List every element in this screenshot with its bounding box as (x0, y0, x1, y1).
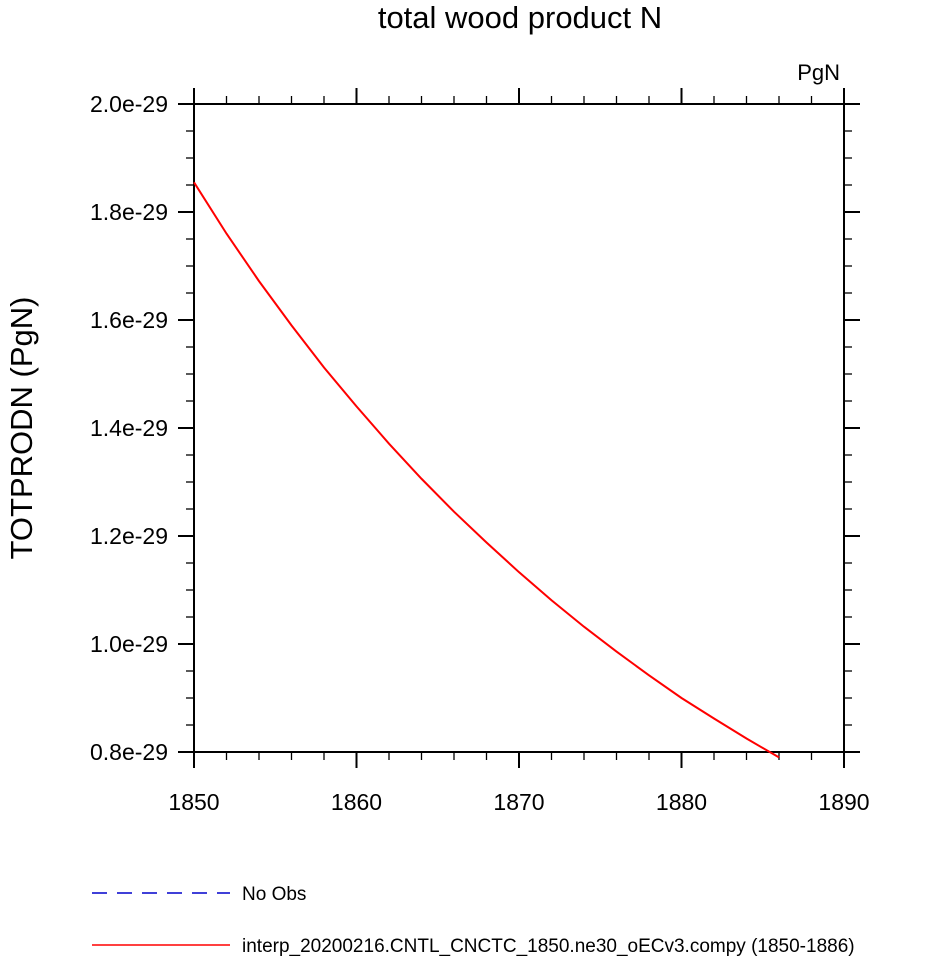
y-tick-label: 1.4e-29 (90, 415, 168, 441)
y-tick-label: 1.0e-29 (90, 631, 168, 657)
x-tick-label: 1860 (331, 789, 382, 815)
y-axis-ticks (178, 103, 860, 753)
x-axis-tick-labels: 1850 1860 1870 1880 1890 (168, 789, 869, 815)
y-tick-label: 1.8e-29 (90, 199, 168, 225)
units-label: PgN (797, 60, 840, 85)
y-tick-label: 1.6e-29 (90, 307, 168, 333)
y-tick-label: 2.0e-29 (90, 91, 168, 117)
x-tick-label: 1850 (168, 789, 219, 815)
series-line (193, 181, 780, 759)
x-tick-label: 1870 (493, 789, 544, 815)
legend-label-model: interp_20200216.CNTL_CNCTC_1850.ne30_oEC… (242, 936, 855, 957)
plot-frame (193, 103, 845, 753)
series-layer (193, 181, 780, 759)
x-axis-ticks (193, 88, 845, 768)
y-tick-label: 1.2e-29 (90, 523, 168, 549)
y-tick-label: 0.8e-29 (90, 739, 168, 765)
x-tick-label: 1880 (656, 789, 707, 815)
chart-title: total wood product N (378, 0, 662, 35)
legend: No Obs interp_20200216.CNTL_CNCTC_1850.n… (92, 884, 855, 957)
y-axis-tick-labels: 0.8e-29 1.0e-29 1.2e-29 1.4e-29 1.6e-29 1.8e-… (90, 91, 168, 765)
legend-label-no-obs: No Obs (242, 884, 306, 905)
x-tick-label: 1890 (818, 789, 869, 815)
y-axis-label: TOTPRODN (PgN) (4, 297, 39, 560)
